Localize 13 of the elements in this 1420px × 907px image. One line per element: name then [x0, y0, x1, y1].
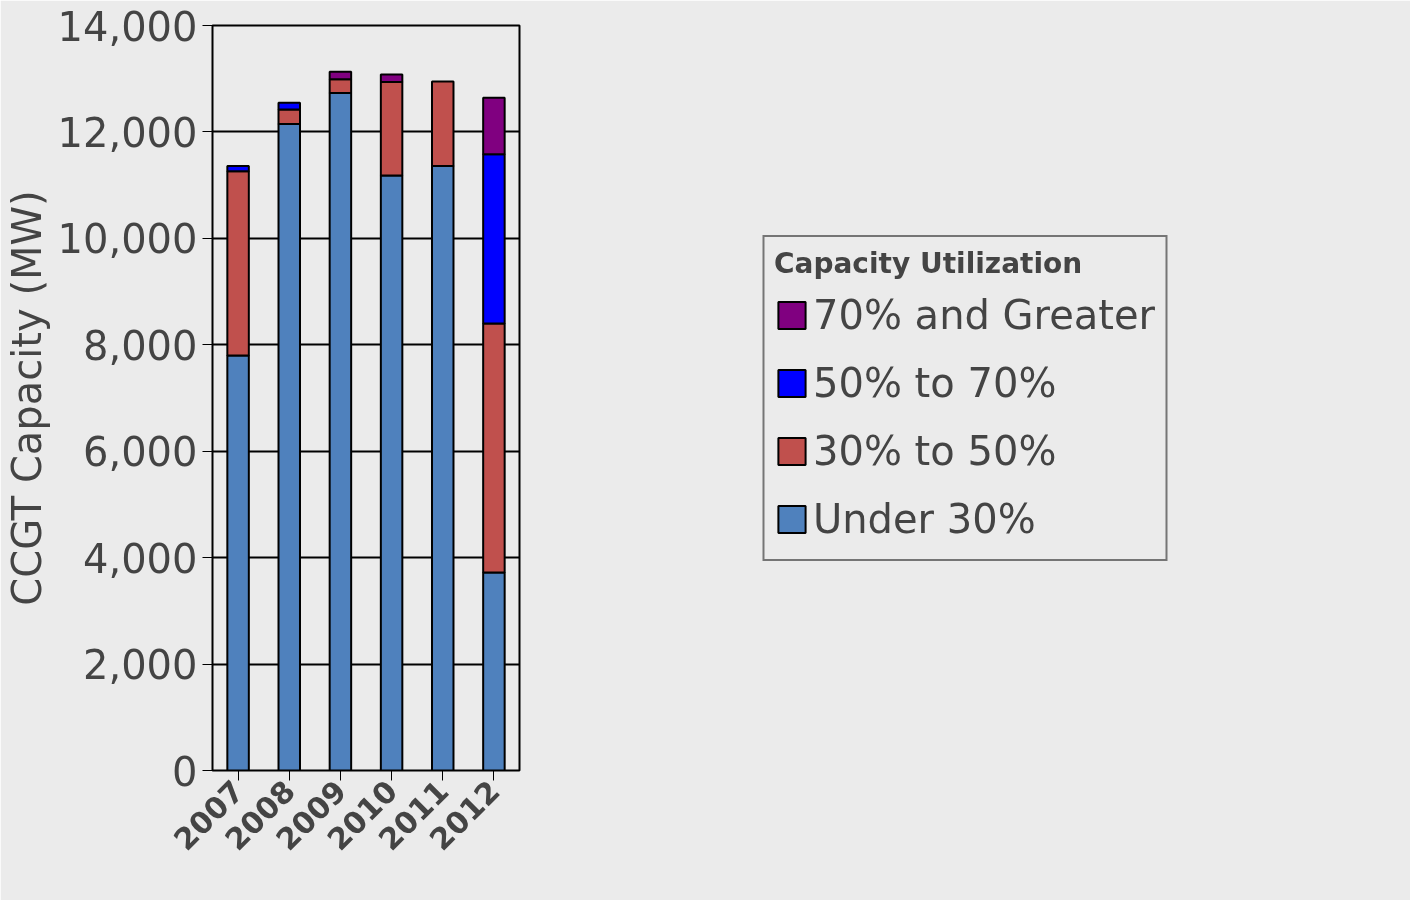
y-tick-label: 10,000: [57, 216, 198, 263]
legend-title: Capacity Utilization: [773, 246, 1084, 280]
legend-label: 30% to 50%: [812, 426, 1057, 476]
y-tick-label: 14,000: [57, 3, 198, 50]
legend-label: 70% and Greater: [812, 290, 1156, 340]
legend-label: 50% to 70%: [812, 358, 1057, 408]
y-axis-title: CCGT Capacity (MW): [3, 190, 50, 606]
legend-label: Under 30%: [812, 494, 1036, 544]
y-tick-label: 12,000: [57, 109, 198, 156]
y-tick-label: 6,000: [82, 429, 198, 476]
y-tick-label: 2,000: [82, 642, 198, 689]
y-tick-label: 4,000: [82, 535, 198, 582]
y-tick-label: 8,000: [82, 322, 198, 369]
